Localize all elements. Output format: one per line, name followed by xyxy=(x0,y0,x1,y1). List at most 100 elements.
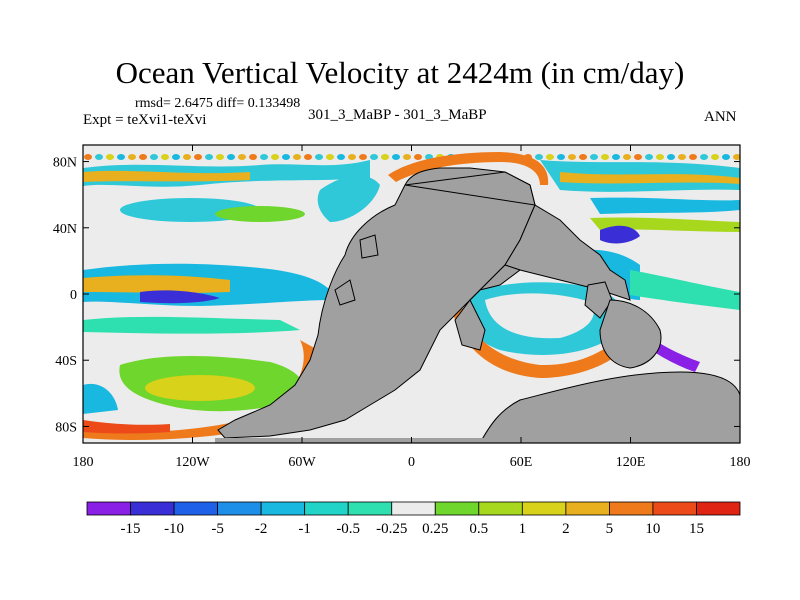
arctic-dot xyxy=(326,154,334,160)
land-south-edge xyxy=(215,438,740,443)
arctic-dot xyxy=(205,154,213,160)
colorbar-label: 10 xyxy=(645,521,660,537)
arctic-dot xyxy=(271,154,279,160)
blob-natl xyxy=(317,175,380,222)
land-australia xyxy=(599,299,662,369)
arctic-dot xyxy=(689,154,697,160)
arctic-dot xyxy=(161,154,169,160)
arctic-dot xyxy=(601,154,609,160)
land-eurasia xyxy=(404,171,631,301)
land-island-2 xyxy=(359,234,379,259)
arctic-dot xyxy=(183,154,191,160)
arctic-dot xyxy=(546,154,554,160)
blob-spac-yellow xyxy=(145,375,255,401)
lon-label: 120W xyxy=(175,455,210,470)
blob-sw xyxy=(83,383,118,414)
colorbar-label: -1 xyxy=(298,521,311,537)
map-title: Ocean Vertical Velocity at 2424m (in cm/… xyxy=(115,55,685,90)
lat-label: 80S xyxy=(55,420,77,435)
colorbar-swatch xyxy=(217,501,262,516)
season-label: ANN xyxy=(704,109,737,125)
arctic-dot xyxy=(337,154,345,160)
colorbar-label: -5 xyxy=(211,521,224,537)
arctic-dot xyxy=(194,154,202,160)
stats-label: rmsd= 2.6475 diff= 0.133498 xyxy=(135,96,301,111)
eq-band-south xyxy=(83,316,300,334)
arctic-dot xyxy=(722,154,730,160)
arctic-dot xyxy=(106,154,114,160)
colorbar: -15 -10 -5 -2 -1 -0.5 -0.25 0.25 0.5 1 2 5 10 15 xyxy=(86,501,741,537)
colorbar-swatch xyxy=(652,501,697,516)
arctic-dot xyxy=(414,154,422,160)
lat-label: 40N xyxy=(53,222,77,237)
arctic-dot xyxy=(634,154,642,160)
arctic-dot xyxy=(711,154,719,160)
lat-label: 40S xyxy=(55,354,77,369)
arctic-dot xyxy=(612,154,620,160)
colorbar-label: 1 xyxy=(519,521,527,537)
arctic-dot xyxy=(315,154,323,160)
colorbar-label: -0.25 xyxy=(376,521,407,537)
colorbar-swatch xyxy=(304,501,349,516)
arctic-dot xyxy=(172,154,180,160)
colorbar-label: 15 xyxy=(689,521,704,537)
arctic-dot xyxy=(656,154,664,160)
colorbar-label: -2 xyxy=(255,521,268,537)
north-band-east-2 xyxy=(590,197,740,214)
arctic-dot xyxy=(403,154,411,160)
arctic-dot xyxy=(645,154,653,160)
case-label: 301_3_MaBP - 301_3_MaBP xyxy=(308,107,487,123)
colorbar-swatch xyxy=(347,501,393,516)
colorbar-swatch xyxy=(565,501,610,516)
colorbar-label: 5 xyxy=(606,521,614,537)
colorbar-label: -0.5 xyxy=(336,521,360,537)
arctic-dot xyxy=(84,154,92,160)
velocity-field xyxy=(83,152,740,443)
land-americas-africa xyxy=(217,167,536,439)
arctic-dot xyxy=(128,154,136,160)
lon-label: 180 xyxy=(73,455,94,470)
colorbar-swatch xyxy=(130,501,175,516)
southern-arc-red xyxy=(83,420,170,434)
land-arabia xyxy=(469,264,522,301)
colorbar-swatch xyxy=(609,501,654,516)
north-band-warm xyxy=(83,170,250,182)
arctic-dot xyxy=(733,154,740,160)
longitude-axis: 180 120W 60W 0 60E 120E 180 xyxy=(73,145,751,470)
arctic-dot xyxy=(293,154,301,160)
blob-npac-green xyxy=(215,206,305,222)
colorbar-swatch xyxy=(521,501,567,516)
colorbar-label: -10 xyxy=(164,521,184,537)
colorbar-swatch xyxy=(696,501,741,516)
lat-label: 80N xyxy=(53,156,77,171)
colorbar-label: 2 xyxy=(562,521,570,537)
north-band-east-warm xyxy=(560,172,740,184)
colorbar-swatch xyxy=(478,501,523,516)
indian-ocean-center xyxy=(485,293,594,339)
arctic-dot xyxy=(535,154,543,160)
land-island-1 xyxy=(334,279,356,306)
arctic-dot xyxy=(381,154,389,160)
land-antarctica xyxy=(479,371,740,443)
arctic-dot xyxy=(667,154,675,160)
arctic-dot xyxy=(678,154,686,160)
arctic-dot xyxy=(95,154,103,160)
latitude-axis: 80N 40N 0 40S 80S xyxy=(53,156,740,435)
indian-ocean-rim xyxy=(452,300,632,378)
arctic-dot xyxy=(348,154,356,160)
arctic-dot xyxy=(359,154,367,160)
lon-label: 0 xyxy=(408,455,415,470)
arctic-dot xyxy=(392,154,400,160)
arctic-rim xyxy=(388,152,549,185)
land-madagascar xyxy=(454,299,486,351)
eq-band-warm xyxy=(83,275,230,293)
colorbar-label: -15 xyxy=(121,521,141,537)
arctic-dot xyxy=(579,154,587,160)
colorbar-swatch xyxy=(86,501,131,516)
arctic-dot xyxy=(590,154,598,160)
arctic-dot xyxy=(370,154,378,160)
arctic-dot xyxy=(139,154,147,160)
colorbar-label: 0.5 xyxy=(469,521,488,537)
arctic-dot xyxy=(623,154,631,160)
arctic-dot xyxy=(227,154,235,160)
